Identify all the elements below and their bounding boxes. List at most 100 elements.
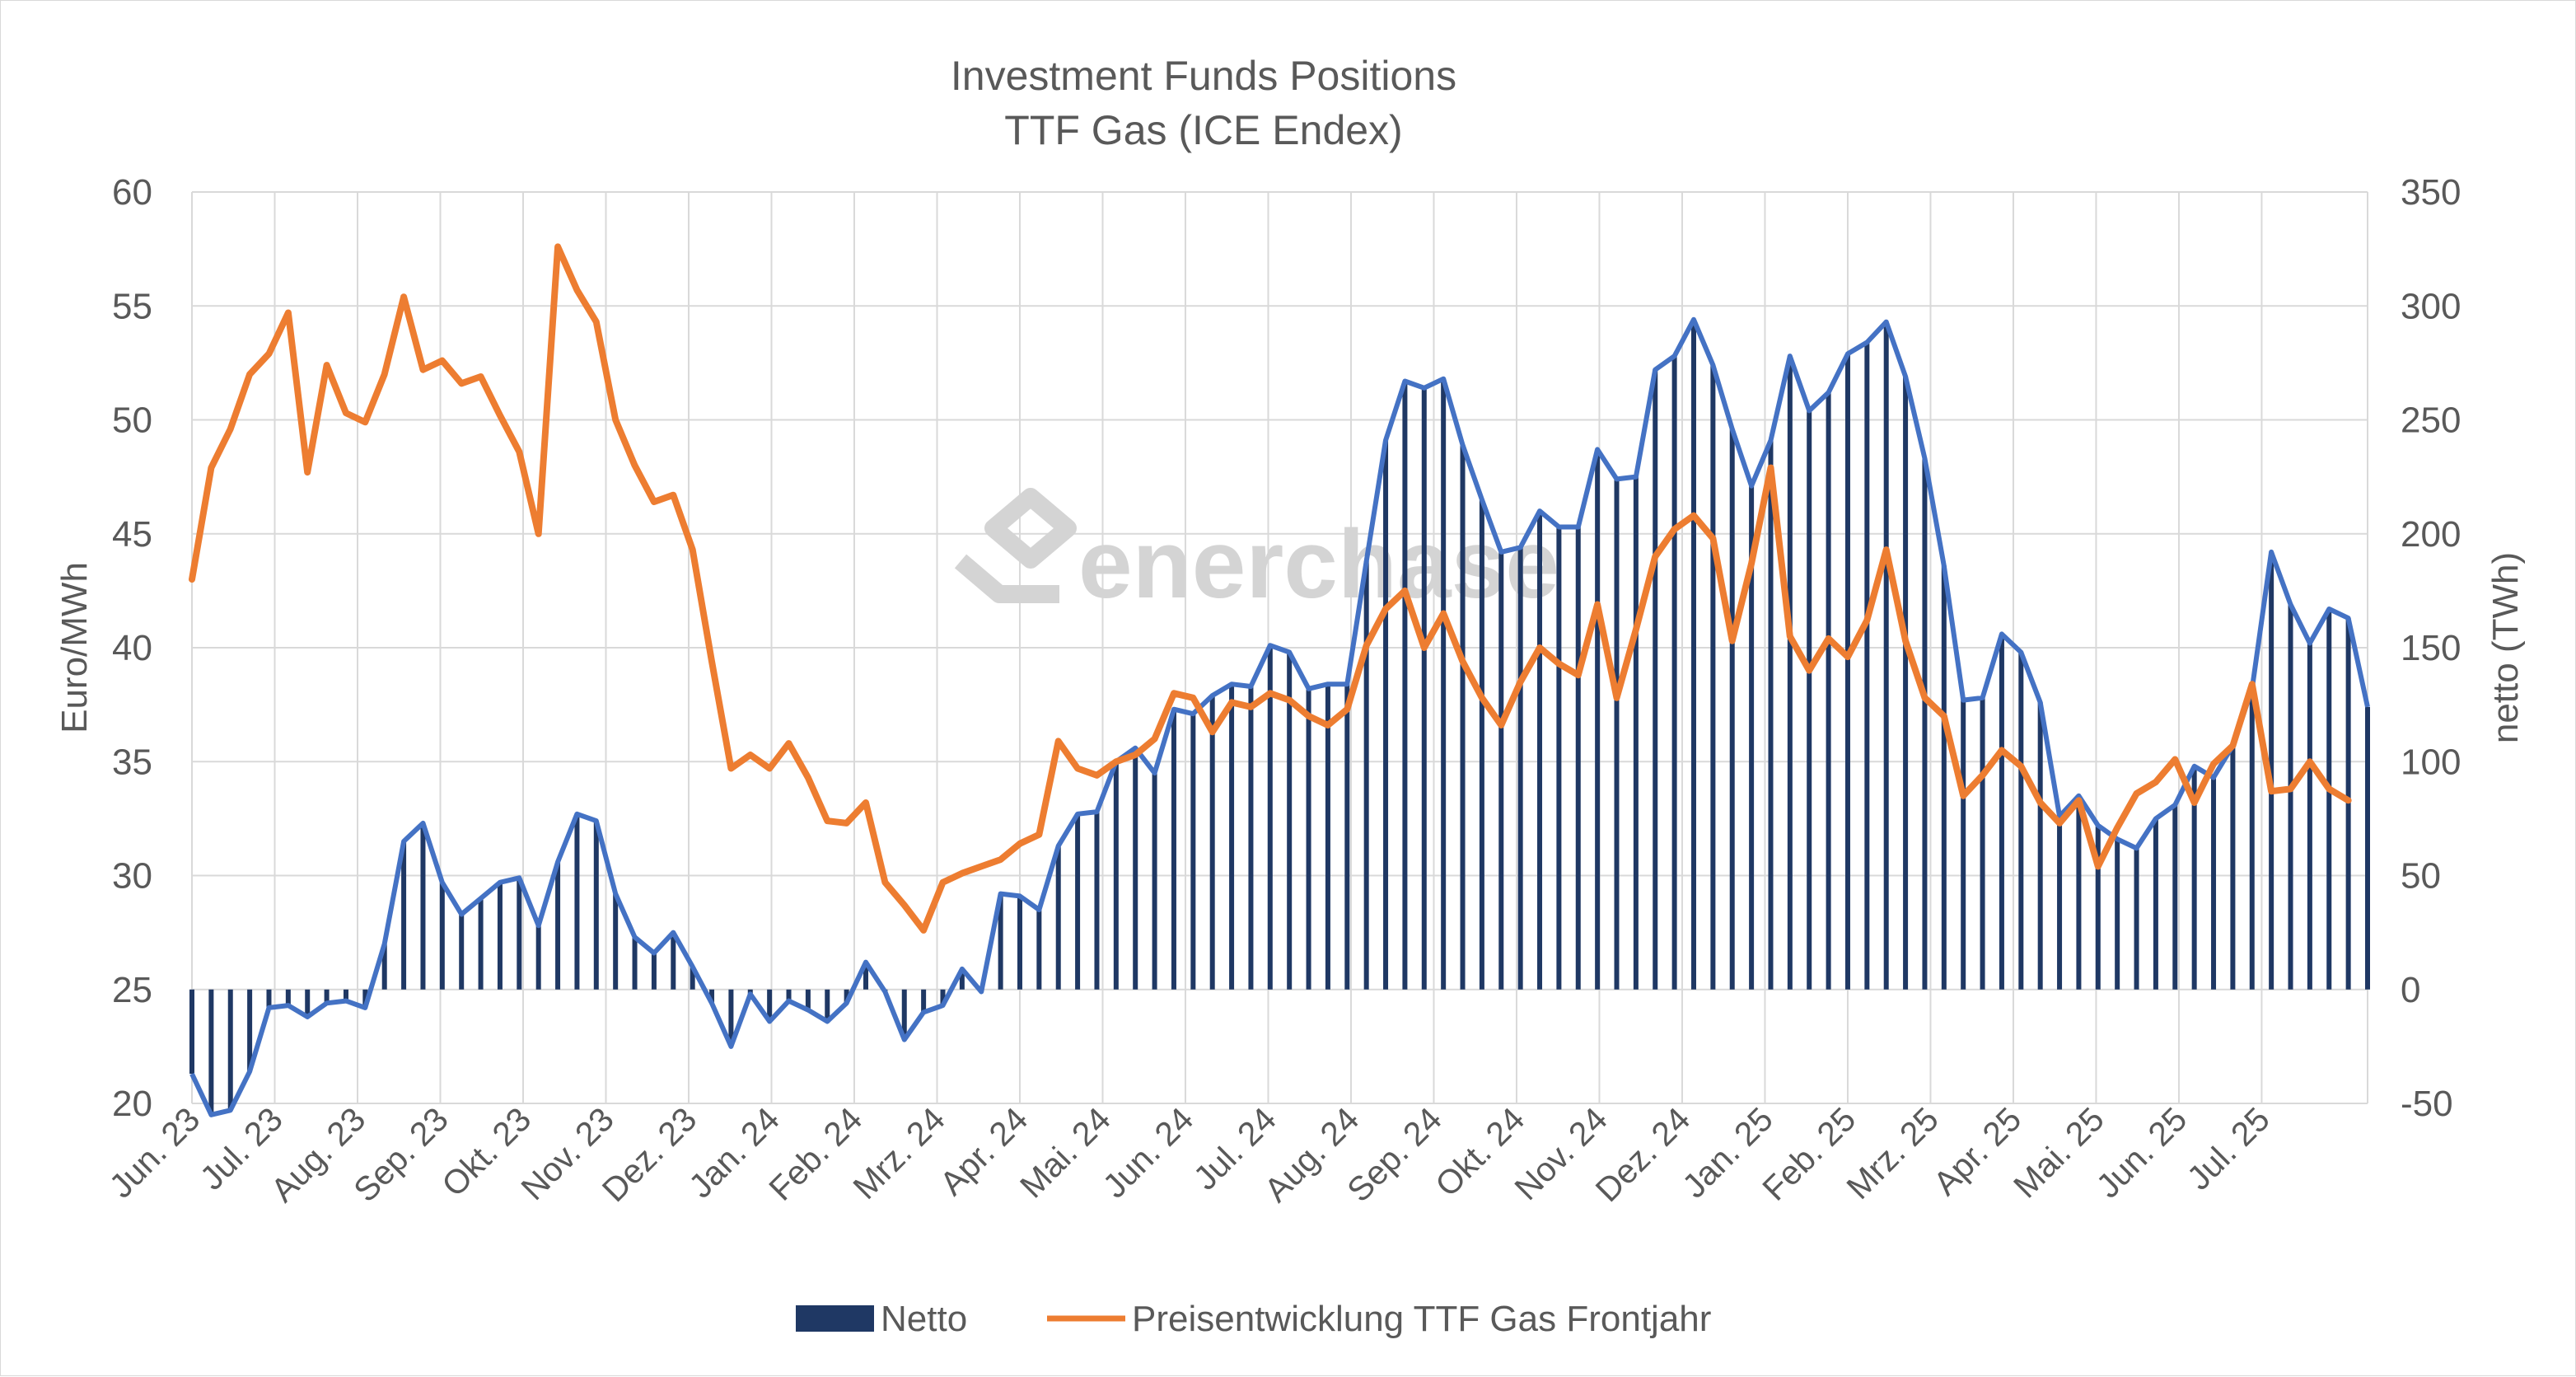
- netto-bar: [401, 841, 407, 990]
- netto-bar: [1383, 440, 1389, 990]
- netto-bar: [266, 989, 272, 1008]
- x-tick-label: Feb. 24: [762, 1100, 870, 1208]
- x-tick-label: Mrz. 24: [846, 1100, 952, 1206]
- netto-bar: [671, 932, 676, 990]
- netto-bar: [1402, 381, 1408, 990]
- netto-bar: [1075, 813, 1081, 990]
- y-left-axis-title: Euro/MWh: [54, 562, 95, 733]
- x-tick-label: Mai. 24: [1012, 1100, 1118, 1206]
- y-right-axis-title: netto (TWh): [2485, 552, 2526, 743]
- x-tick-label: Jun. 25: [2089, 1100, 2195, 1206]
- y-right-tick-label: 300: [2401, 286, 2461, 326]
- x-tick-label: Sep. 24: [1339, 1100, 1448, 1209]
- netto-bar: [1941, 565, 1947, 990]
- y-left-tick-label: 30: [112, 856, 152, 897]
- netto-bar: [651, 953, 657, 990]
- netto-bar: [901, 989, 907, 1040]
- x-tick-label: Apr. 24: [933, 1100, 1035, 1202]
- netto-bar: [1017, 896, 1022, 990]
- netto-bar: [2172, 804, 2178, 990]
- netto-bar: [227, 989, 233, 1111]
- y-left-tick-label: 20: [112, 1084, 152, 1124]
- netto-bar: [478, 898, 484, 990]
- netto-bar: [1133, 747, 1138, 990]
- legend: Netto Preisentwicklung TTF Gas Frontjahr: [796, 1299, 1711, 1339]
- netto-bar: [2191, 766, 2197, 990]
- netto-bar: [863, 962, 869, 990]
- netto-bar: [2134, 848, 2139, 990]
- netto-bar: [2230, 745, 2236, 990]
- netto-bar: [1575, 527, 1581, 990]
- netto-bar: [786, 989, 792, 1001]
- netto-bar: [555, 861, 561, 990]
- y-left-tick-label: 35: [112, 742, 152, 782]
- netto-bar: [1113, 761, 1119, 990]
- netto-bar: [1498, 551, 1504, 990]
- netto-bar: [1363, 560, 1369, 990]
- netto-bar: [1595, 449, 1601, 990]
- y-right-tick-label: -50: [2401, 1084, 2453, 1124]
- x-tick-label: Mai. 25: [2006, 1100, 2111, 1206]
- netto-bar: [1171, 709, 1176, 990]
- netto-bar: [1441, 378, 1447, 990]
- netto-bar: [2345, 618, 2351, 990]
- netto-bar: [2365, 706, 2370, 990]
- netto-bar: [1844, 354, 1850, 990]
- netto-bar: [1055, 845, 1061, 990]
- netto-bar: [1864, 342, 1870, 990]
- netto-bar: [1768, 440, 1774, 990]
- watermark-text: enerchase: [1078, 510, 1559, 619]
- y-right-tick-label: 0: [2401, 970, 2420, 1010]
- netto-bar: [1614, 479, 1620, 990]
- x-tick-label: Dez. 24: [1588, 1100, 1697, 1209]
- netto-bar: [1671, 356, 1677, 990]
- netto-bar: [1980, 697, 1985, 990]
- enerchase-watermark: enerchase: [954, 488, 1559, 619]
- netto-bar: [1287, 652, 1293, 990]
- netto-bar: [1421, 387, 1427, 990]
- y-left-tick-label: 55: [112, 286, 152, 326]
- x-tick-label: Mrz. 25: [1840, 1100, 1946, 1206]
- netto-bar: [1479, 499, 1484, 990]
- netto-bar: [1036, 909, 1042, 990]
- y-left-tick-labels: 20 25 30 35 40 45 50 55 60: [112, 172, 152, 1124]
- netto-bar: [2307, 643, 2312, 990]
- y-right-tick-label: 50: [2401, 856, 2441, 897]
- netto-bar: [959, 968, 965, 990]
- y-left-tick-label: 40: [112, 628, 152, 668]
- netto-outline: [189, 316, 2370, 1117]
- netto-bar: [1729, 429, 1735, 990]
- y-left-tick-label: 60: [112, 172, 152, 213]
- netto-bar: [381, 944, 387, 990]
- netto-bar: [2095, 825, 2101, 990]
- y-right-tick-label: 150: [2401, 628, 2461, 668]
- netto-bar: [459, 914, 465, 990]
- netto-bar: [1903, 376, 1909, 990]
- y-left-tick-label: 50: [112, 400, 152, 441]
- price-series-line: [189, 243, 2352, 934]
- netto-bar: [1306, 688, 1311, 990]
- netto-bar: [1961, 700, 1966, 990]
- y-right-tick-label: 250: [2401, 400, 2461, 441]
- legend-netto-label: Netto: [881, 1299, 967, 1339]
- netto-bar: [767, 989, 773, 1022]
- netto-bar: [921, 989, 927, 1013]
- netto-bar: [1229, 684, 1235, 990]
- netto-bar: [1653, 369, 1658, 990]
- netto-bar: [613, 893, 619, 990]
- netto-bar: [2076, 795, 2082, 990]
- netto-bar: [439, 882, 445, 990]
- y-left-tick-label: 45: [112, 514, 152, 555]
- netto-bar: [1749, 485, 1755, 990]
- legend-price-label: Preisentwicklung TTF Gas Frontjahr: [1132, 1299, 1711, 1339]
- chart-title: Investment Funds Positions: [951, 53, 1456, 99]
- netto-bar: [844, 989, 849, 1004]
- netto-bar: [362, 989, 368, 1008]
- chart-subtitle: TTF Gas (ICE Endex): [1004, 107, 1402, 153]
- netto-bar: [1556, 527, 1562, 990]
- x-tick-label: Feb. 25: [1755, 1100, 1863, 1208]
- netto-bar: [1267, 645, 1273, 990]
- netto-bar: [2249, 688, 2255, 990]
